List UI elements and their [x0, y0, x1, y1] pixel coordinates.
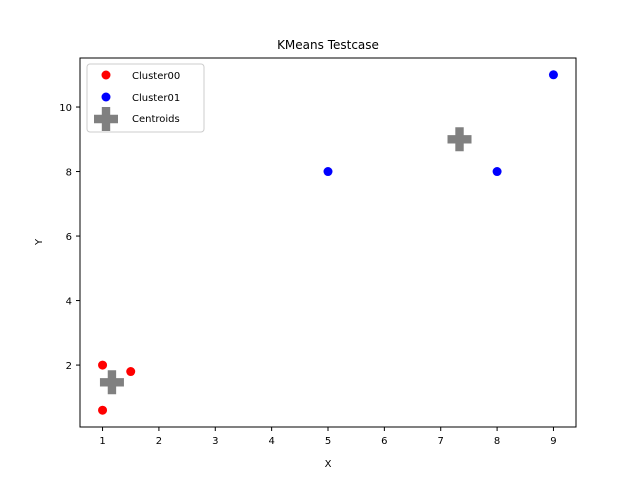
y-tick-label: 2	[66, 361, 72, 372]
chart-title: KMeans Testcase	[277, 38, 379, 52]
y-tick-label: 10	[59, 103, 72, 114]
x-tick-label: 9	[550, 436, 556, 447]
plot-area-frame	[79, 57, 577, 428]
cluster01-point	[548, 70, 558, 80]
centroids-marker	[99, 370, 124, 395]
cluster00-point	[126, 367, 136, 377]
x-tick-label: 2	[156, 436, 162, 447]
x-tick-label: 6	[381, 436, 387, 447]
cluster01-point	[323, 167, 333, 177]
legend-cluster01-marker	[101, 92, 111, 102]
cluster01-point	[492, 167, 502, 177]
legend-centroids-label: Centroids	[132, 114, 180, 125]
x-tick-label: 3	[212, 436, 218, 447]
x-tick-label: 4	[268, 436, 274, 447]
legend-centroids-marker	[94, 107, 118, 131]
y-tick-label: 4	[66, 297, 72, 308]
x-axis-label: X	[325, 459, 332, 470]
centroids-marker	[447, 127, 472, 152]
x-tick-label: 8	[494, 436, 500, 447]
legend-cluster01-label: Cluster01	[132, 93, 180, 104]
cluster00-point	[98, 405, 108, 415]
legend-cluster00-marker	[101, 70, 111, 80]
cluster00-point	[98, 360, 108, 370]
legend-cluster00-label: Cluster00	[132, 71, 180, 82]
legend: Cluster00 Cluster01 Centroids	[86, 63, 205, 133]
x-tick-label: 1	[99, 436, 105, 447]
chart-marks	[98, 70, 558, 415]
x-tick-label: 5	[325, 436, 331, 447]
y-axis-label: Y	[34, 238, 45, 246]
y-tick-label: 6	[66, 232, 72, 243]
axis-ticks: 1 2 3 4 5 6 7 8 9 2 4 6 8 10	[59, 103, 556, 447]
x-tick-label: 7	[438, 436, 444, 447]
y-tick-label: 8	[66, 168, 72, 179]
